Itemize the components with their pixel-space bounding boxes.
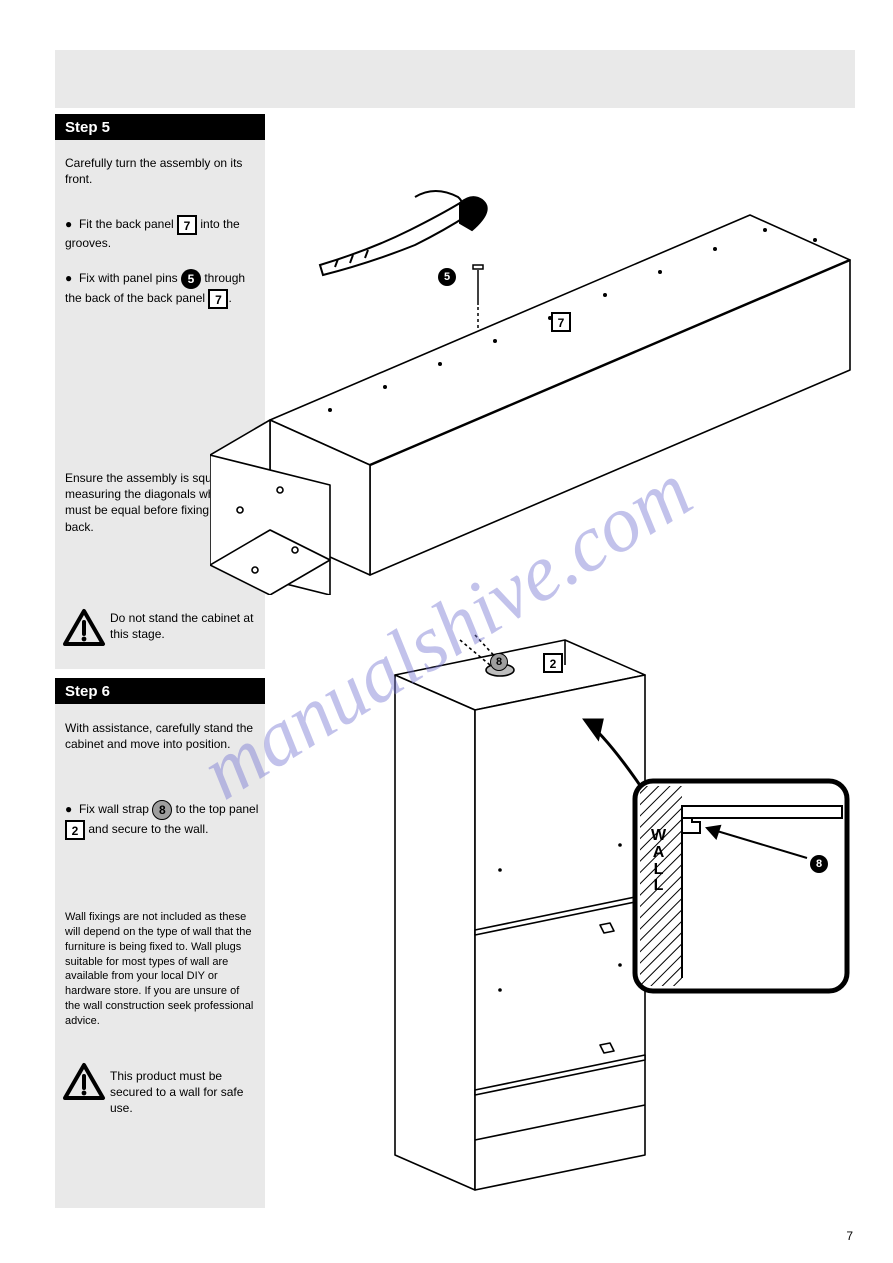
step5-diagram bbox=[210, 155, 860, 595]
callout-pin-5: 5 bbox=[438, 268, 456, 286]
panel-7-marker: 7 bbox=[177, 215, 197, 235]
top-2-marker: 2 bbox=[65, 820, 85, 840]
step5-header: Step 5 bbox=[55, 114, 265, 140]
callout-panel-7: 7 bbox=[551, 312, 571, 332]
manual-page: Step 5 Carefully turn the assembly on it… bbox=[0, 0, 893, 1263]
step6-bullet-1: ● Fix wall strap 8 to the top panel 2 an… bbox=[65, 800, 260, 840]
step6-caution: This product must be secured to a wall f… bbox=[110, 1068, 260, 1117]
step5-header-label: Step 5 bbox=[65, 119, 110, 136]
step6-note: Wall fixings are not included as these w… bbox=[65, 910, 255, 1029]
callout-strap-8: 8 bbox=[490, 653, 508, 671]
header-band bbox=[55, 50, 855, 108]
bullet-dot: ● bbox=[65, 802, 76, 816]
step5-caution: Do not stand the cabinet at this stage. bbox=[110, 610, 260, 642]
bullet-dot: ● bbox=[65, 271, 76, 285]
step6-bullets: ● Fix wall strap 8 to the top panel 2 an… bbox=[65, 800, 260, 850]
callout-top-2: 2 bbox=[543, 653, 563, 673]
pin-5-marker: 5 bbox=[181, 269, 201, 289]
warning-icon bbox=[62, 1062, 106, 1102]
page-number: 7 bbox=[846, 1229, 853, 1243]
step6-header: Step 6 bbox=[55, 678, 265, 704]
warning-icon bbox=[62, 608, 106, 648]
strap-8-marker: 8 bbox=[152, 800, 172, 820]
step6-intro: With assistance, carefully stand the cab… bbox=[65, 720, 255, 752]
step6-header-label: Step 6 bbox=[65, 683, 110, 700]
wall-label: W A L L bbox=[651, 828, 667, 895]
inset-callout-8: 8 bbox=[810, 855, 828, 873]
bullet-dot: ● bbox=[65, 217, 76, 231]
